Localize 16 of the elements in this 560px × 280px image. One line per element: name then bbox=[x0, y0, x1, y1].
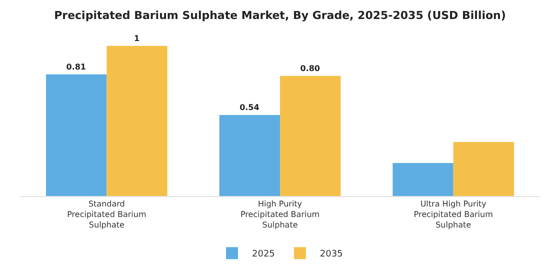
data-label: 1 bbox=[134, 34, 140, 43]
bar bbox=[392, 162, 454, 196]
data-label: 0.54 bbox=[240, 102, 260, 112]
bar bbox=[219, 114, 280, 196]
legend-label: 2025 bbox=[252, 250, 275, 260]
x-tick-label: Standard Precipitated Barium Sulphate bbox=[67, 200, 146, 230]
bar bbox=[280, 76, 341, 196]
data-label: 0.80 bbox=[300, 64, 320, 73]
bar bbox=[453, 142, 514, 196]
bar bbox=[46, 74, 107, 196]
chart-title: Precipitated Barium Sulphate Market, By Grade, 2025-2035 (USD Billion) bbox=[54, 8, 506, 22]
bar bbox=[106, 46, 168, 196]
x-tick-label: High Purity Precipitated Barium Sulphate bbox=[240, 200, 320, 230]
data-label: 0.81 bbox=[66, 62, 86, 72]
x-tick-label: Ultra High Purity Precipitated Barium Sulphate bbox=[414, 200, 494, 230]
legend-label: 2035 bbox=[320, 250, 343, 260]
